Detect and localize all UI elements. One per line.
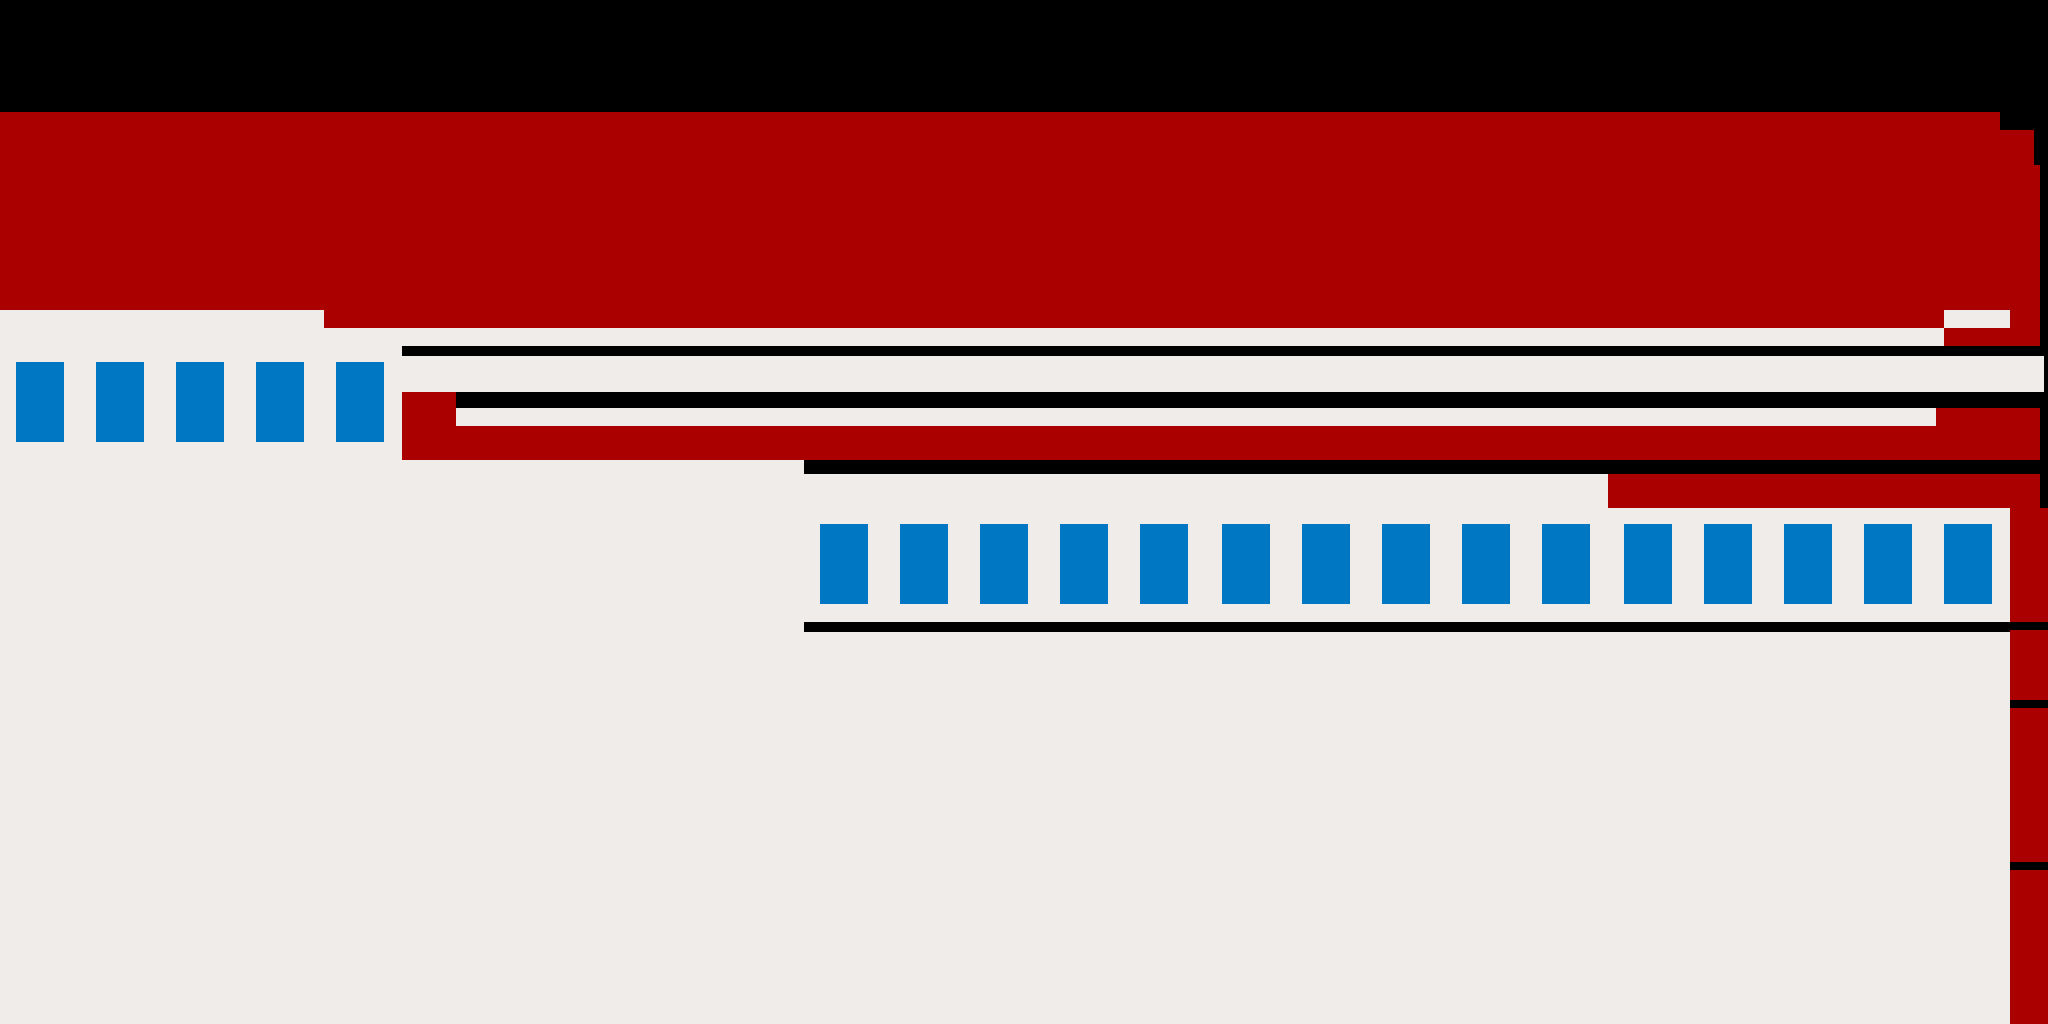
red-right-bar [2010,508,2048,1024]
red-upper-band [0,112,2000,310]
red-band-step-1 [1996,130,2034,316]
blue-rect-icon [336,362,384,442]
light-strip-mid [402,356,2044,392]
light-strip-upper [324,328,1944,346]
blue-rect-icon [1624,524,1672,604]
red-strip-lower-end [1936,408,2040,426]
bar-notch-3 [2010,862,2048,870]
blue-rect-icon [1060,524,1108,604]
bar-notch-2 [2010,700,2048,708]
black-line-1 [402,346,2048,356]
light-step-left [0,310,324,328]
red-strip-upper-right-end [1944,328,2040,346]
blue-rect-icon [1542,524,1590,604]
blue-rect-icon [96,362,144,442]
blue-rect-icon [1302,524,1350,604]
blue-rect-icon [1704,524,1752,604]
bar-notch-1 [2010,622,2048,630]
blue-rect-icon [1944,524,1992,604]
black-line-4 [804,622,2010,632]
blue-rect-icon [1222,524,1270,604]
blue-rect-icon [1864,524,1912,604]
blue-rect-icon [980,524,1028,604]
blue-rect-icon [1382,524,1430,604]
red-band-step-2 [2030,165,2040,325]
red-strip-upper-right [324,310,1944,328]
blue-rect-icon [176,362,224,442]
blue-rect-icon [900,524,948,604]
red-mid-band [402,426,2040,460]
black-line-3 [804,460,2044,474]
red-right-block [1608,474,2040,508]
light-strip-lower [456,408,1936,426]
blue-rect-icon [820,524,868,604]
black-line-2 [402,392,2048,408]
blue-rect-icon [256,362,304,442]
blue-rect-icon [1140,524,1188,604]
blue-rect-icon [1462,524,1510,604]
blue-rect-icon [1784,524,1832,604]
blue-rect-icon [16,362,64,442]
